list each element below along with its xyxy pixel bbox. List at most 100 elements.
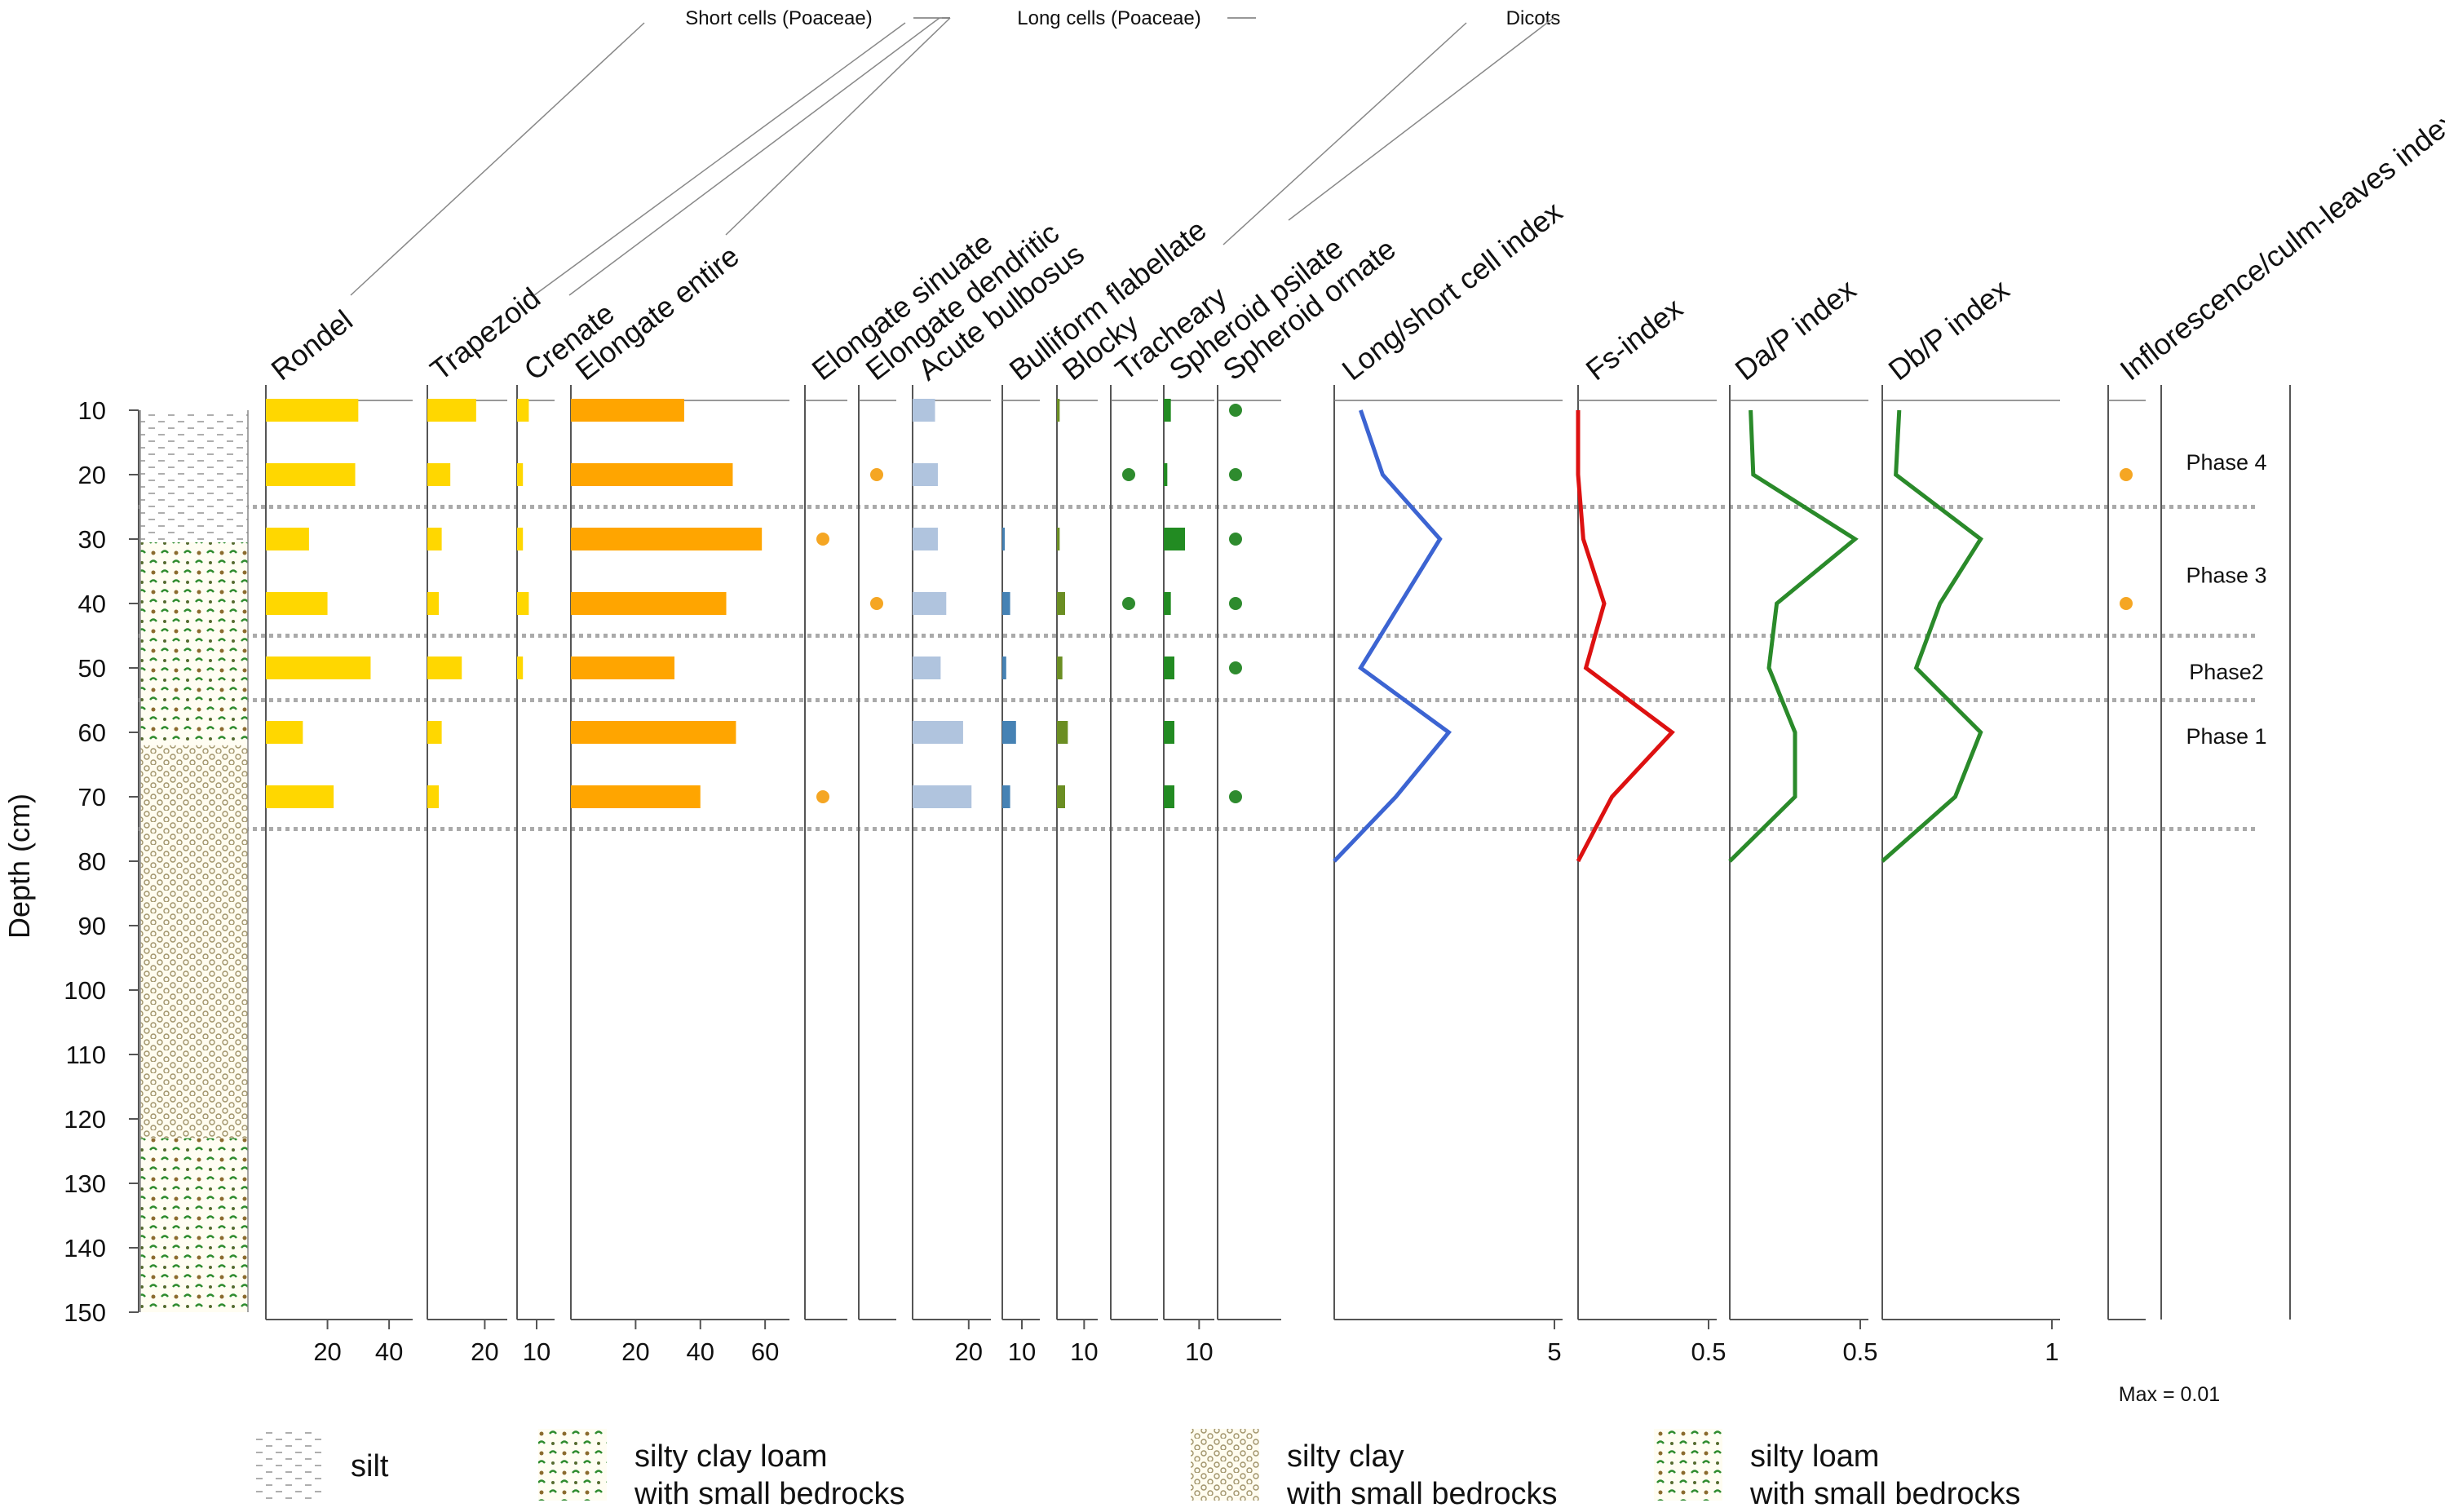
spheroid-psilate-bar xyxy=(1164,528,1185,550)
spheroid-ornate-presence-dot xyxy=(1229,533,1242,546)
column-rondel: Rondel 20 40 xyxy=(265,22,645,1366)
bulliform-flabellate-bar xyxy=(1002,721,1016,744)
legend-label-line: with small bedrocks xyxy=(634,1477,905,1511)
elongate-sinuate-presence-dot xyxy=(816,533,829,546)
elongate-entire-tick-label: 60 xyxy=(751,1337,779,1366)
depth-tick-label: 80 xyxy=(78,847,106,876)
depth-axis: 10 20 30 40 50 60 70 80 90 100 110 120 130 140 150 xyxy=(64,396,139,1327)
column-da-p-index: Da/P index 0.5 xyxy=(1728,272,1878,1366)
spheroid-ornate-presence-dot xyxy=(1229,597,1242,610)
trapezoid-bar xyxy=(427,785,440,808)
depth-tick-label: 30 xyxy=(78,525,106,554)
acute-bulbosus-bar xyxy=(913,463,938,486)
acute-bulbosus-bar xyxy=(913,399,935,422)
phase-labels: Phase 4 Phase 3 Phase2 Phase 1 xyxy=(2186,450,2266,749)
da-p-index-tick-label: 0.5 xyxy=(1842,1337,1877,1366)
y-axis-title: Depth (cm) xyxy=(2,794,36,939)
trapezoid-tick-label: 20 xyxy=(471,1337,498,1366)
rondel-bar xyxy=(266,592,328,615)
rondel-bar xyxy=(266,463,356,486)
rondel-bar xyxy=(266,721,303,744)
group-label-dicots: Dicots xyxy=(1506,7,1561,29)
db-p-index-tick-label: 1 xyxy=(2045,1337,2058,1366)
phase-label: Phase 1 xyxy=(2186,724,2266,749)
bulliform-flabellate-bar xyxy=(1002,528,1005,550)
acute-bulbosus-bar xyxy=(913,657,941,679)
trapezoid-bar xyxy=(427,592,440,615)
spheroid-psilate-tick-label: 10 xyxy=(1185,1337,1213,1366)
acute-bulbosus-tick-label: 20 xyxy=(955,1337,983,1366)
depth-tick-label: 110 xyxy=(66,1041,106,1069)
depth-tick-label: 150 xyxy=(64,1298,106,1327)
spheroid-psilate-bar xyxy=(1164,592,1171,615)
column-elongate-dendritic: Elongate dendritic xyxy=(725,17,1065,1320)
crenate-bar xyxy=(517,399,529,422)
depth-tick-label: 60 xyxy=(78,718,106,747)
depth-tick-label: 100 xyxy=(64,976,106,1005)
lithology-legend: silt silty clay loam with small bedrocks si… xyxy=(254,1429,2021,1511)
depth-tick-label: 130 xyxy=(64,1169,106,1198)
da-p-index-series-line xyxy=(1728,409,1859,863)
elongate-entire-bar xyxy=(571,592,727,615)
tracheary-presence-dot xyxy=(1122,597,1135,610)
blocky-bar xyxy=(1057,528,1060,550)
acute-bulbosus-bar xyxy=(913,592,947,615)
trapezoid-bar xyxy=(427,657,462,679)
column-label-db-p-index: Db/P index xyxy=(1882,272,2016,387)
rondel-bar xyxy=(266,785,334,808)
depth-tick-label: 70 xyxy=(78,783,106,811)
elongate-entire-bar xyxy=(571,721,736,744)
blocky-bar xyxy=(1057,721,1068,744)
group-leader-line xyxy=(533,22,906,296)
bulliform-flabellate-tick-label: 10 xyxy=(1008,1337,1036,1366)
group-label-short-cells: Short cells (Poaceae) xyxy=(685,7,872,29)
long-short-cell-index-tick-label: 5 xyxy=(1547,1337,1561,1366)
depth-tick-label: 40 xyxy=(78,590,106,618)
legend-label: silty clay loam with small bedrocks xyxy=(634,1439,905,1511)
bulliform-flabellate-bar xyxy=(1002,657,1006,679)
rondel-bar xyxy=(266,399,359,422)
blocky-bar xyxy=(1057,785,1065,808)
column-label-inflorescence-culm-leaves-index: Inflorescence/culm-leaves index xyxy=(2114,104,2445,387)
phase-label: Phase 4 xyxy=(2186,450,2266,475)
legend-label-line: with small bedrocks xyxy=(1286,1477,1558,1511)
elongate-dendritic-presence-dot xyxy=(870,468,883,481)
column-label-long-short-cell-index: Long/short cell index xyxy=(1336,195,1568,387)
legend-label: silty clay with small bedrocks xyxy=(1286,1439,1558,1511)
elongate-dendritic-presence-dot xyxy=(870,597,883,610)
depth-tick-label: 20 xyxy=(78,461,106,489)
rondel-bar xyxy=(266,657,371,679)
column-long-short-cell-index: Long/short cell index 5 xyxy=(1333,195,1568,1366)
spheroid-psilate-bar xyxy=(1164,463,1168,486)
lithology-silty-clay-layer xyxy=(140,745,248,1138)
spheroid-psilate-bar xyxy=(1164,399,1171,422)
depth-tick-label: 90 xyxy=(78,912,106,940)
legend-label: silty loam with small bedrocks xyxy=(1749,1439,2021,1511)
acute-bulbosus-bar xyxy=(913,528,938,550)
column-label-rondel: Rondel xyxy=(265,303,359,387)
elongate-entire-tick-label: 20 xyxy=(621,1337,649,1366)
bulliform-flabellate-bar xyxy=(1002,785,1010,808)
spheroid-ornate-presence-dot xyxy=(1229,661,1242,674)
column-elongate-sinuate: Elongate sinuate xyxy=(804,226,998,1320)
phase-boundaries xyxy=(139,505,2259,831)
long-short-cell-index-series-line xyxy=(1333,409,1452,863)
legend-label: silt xyxy=(351,1449,389,1483)
spheroid-ornate-presence-dot xyxy=(1229,468,1242,481)
depth-tick-label: 10 xyxy=(78,396,106,425)
crenate-bar xyxy=(517,463,524,486)
elongate-entire-bar xyxy=(571,785,701,808)
blocky-bar xyxy=(1057,657,1063,679)
acute-bulbosus-bar xyxy=(913,721,963,744)
legend-swatch xyxy=(254,1429,323,1501)
elongate-entire-bar xyxy=(571,528,763,550)
group-leader-line xyxy=(1288,17,1554,221)
elongate-sinuate-presence-dot xyxy=(816,790,829,803)
legend-label-line: silty loam xyxy=(1750,1439,1879,1474)
lithology-silty-loam-layer xyxy=(140,1138,248,1312)
